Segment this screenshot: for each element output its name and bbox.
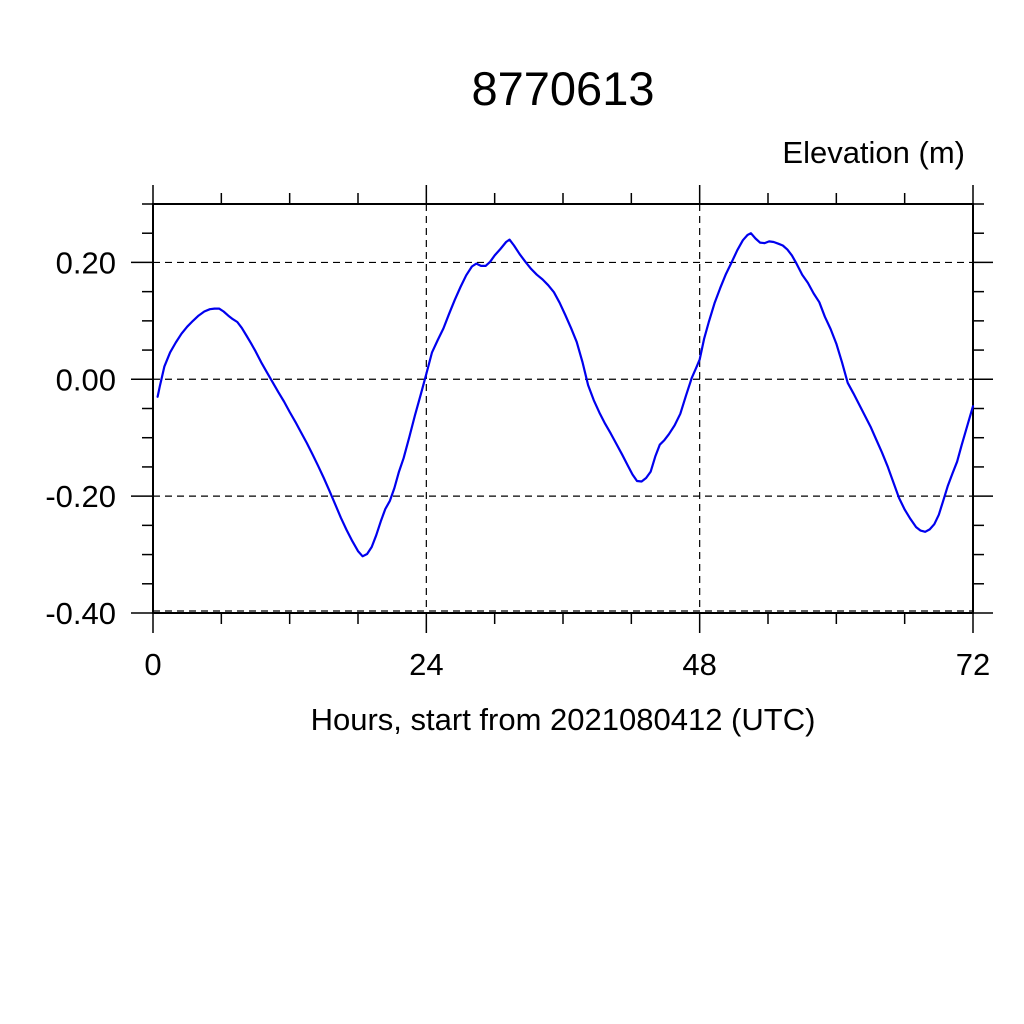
axis-ticks [131, 185, 993, 633]
x-tick-labels: 0 24 48 72 [144, 647, 990, 682]
chart-title: 8770613 [472, 62, 655, 115]
x-tick-label-72: 72 [956, 647, 990, 682]
x-tick-label-0: 0 [144, 647, 161, 682]
x-tick-label-48: 48 [682, 647, 716, 682]
y-tick-label-0.20: 0.20 [56, 245, 116, 280]
x-axis-title: Hours, start from 2021080412 (UTC) [311, 702, 816, 737]
y-axis-unit-label: Elevation (m) [782, 135, 965, 170]
y-tick-label-0.00: 0.00 [56, 362, 116, 397]
y-tick-label--0.40: -0.40 [45, 596, 116, 631]
y-tick-labels: 0.20 0.00 -0.20 -0.40 [45, 245, 116, 631]
plot-frame [152, 203, 974, 614]
y-tick-label--0.20: -0.20 [45, 479, 116, 514]
gridlines [153, 204, 973, 613]
elevation-line-series [156, 232, 975, 558]
x-tick-label-24: 24 [409, 647, 443, 682]
